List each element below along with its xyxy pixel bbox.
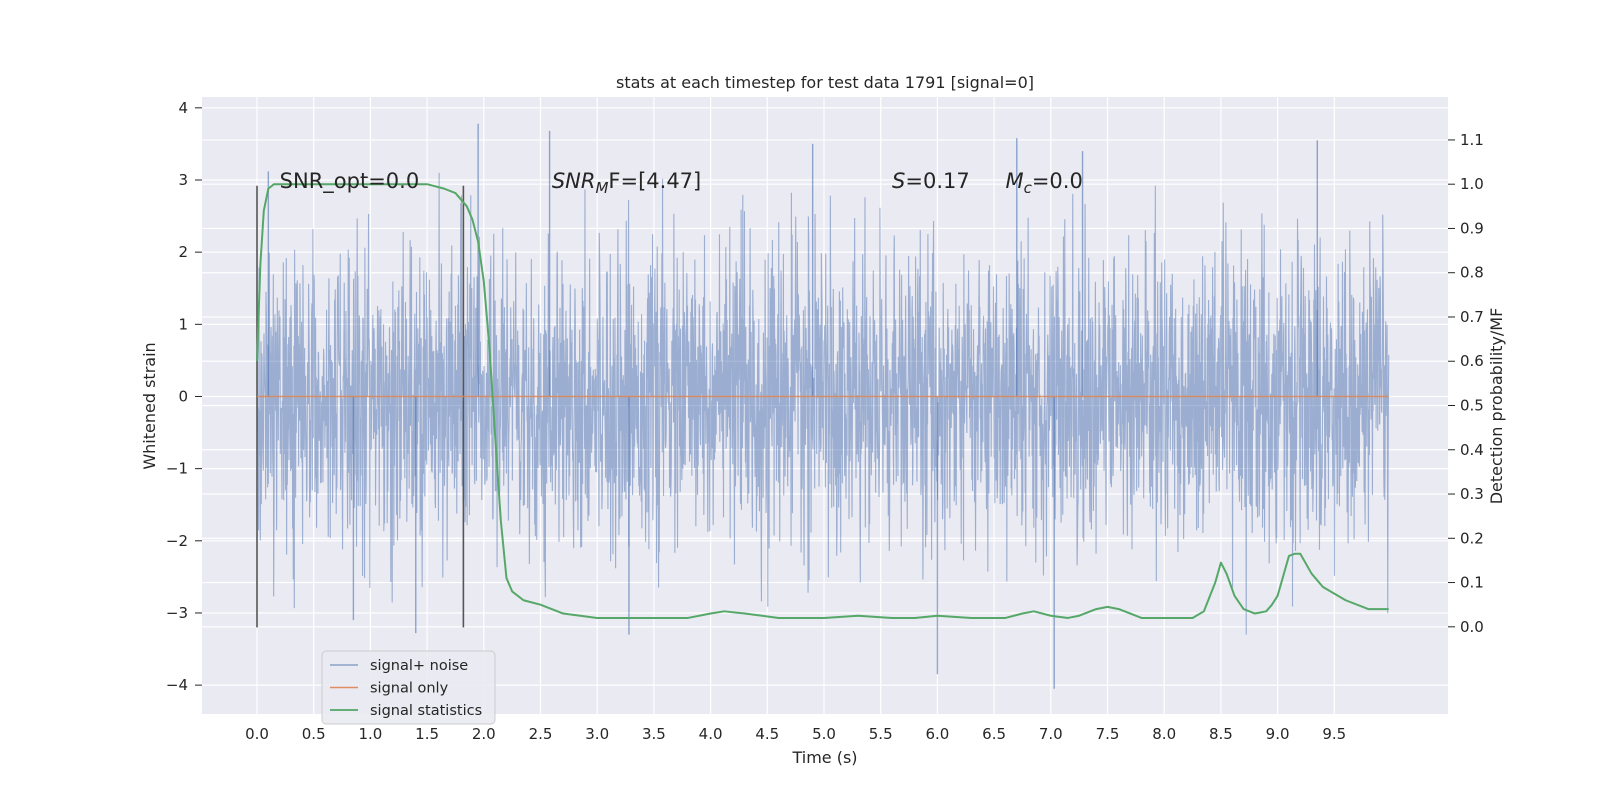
x-tick-label: 1.0: [358, 725, 382, 743]
vertical-markers: [256, 185, 465, 628]
y2-tick-label: 1.1: [1460, 131, 1484, 149]
x-tick-label: 0.0: [245, 725, 269, 743]
y2-tick-label: 0.6: [1460, 352, 1484, 370]
y-tick-label: 1: [178, 315, 188, 333]
x-tick-label: 9.0: [1266, 725, 1290, 743]
y-tick-label: 2: [178, 243, 188, 261]
y-tick-label: 0: [178, 387, 188, 405]
annotation: S=0.17: [892, 169, 970, 193]
y2-tick-label: 0.4: [1460, 441, 1484, 459]
y2-tick-label: 0.7: [1460, 308, 1484, 326]
x-tick-label: 5.0: [812, 725, 836, 743]
annotation: SNRMF=[4.47]: [552, 169, 701, 197]
y-axis-label: Whitened strain: [140, 342, 159, 469]
x-tick-label: 8.5: [1209, 725, 1233, 743]
y2-tick-label: 0.2: [1460, 529, 1484, 547]
x-tick-label: 4.0: [699, 725, 723, 743]
y2-tick-label: 0.0: [1460, 618, 1484, 636]
x-tick-label: 0.5: [302, 725, 326, 743]
y2-tick-label: 0.8: [1460, 264, 1484, 282]
y2-tick-label: 1.0: [1460, 175, 1484, 193]
y2-axis-label: Detection probability/MF: [1487, 308, 1506, 505]
y-tick-label: 4: [178, 99, 188, 117]
y2-tick-label: 0.3: [1460, 485, 1484, 503]
y2-tick-label: 0.9: [1460, 219, 1484, 237]
x-tick-label: 9.5: [1322, 725, 1346, 743]
x-tick-label: 4.5: [755, 725, 779, 743]
legend-box: [321, 650, 496, 725]
legend-label: signal only: [370, 681, 449, 697]
x-tick-label: 7.5: [1096, 725, 1120, 743]
annotation: Mc=0.0: [1005, 169, 1082, 197]
x-tick-label: 3.5: [642, 725, 666, 743]
y2-tick-label: 0.5: [1460, 397, 1484, 415]
x-axis-label: Time (s): [791, 748, 857, 767]
noise-trace: [256, 172, 1390, 635]
y2-tick-label: 0.1: [1460, 574, 1484, 592]
x-tick-label: 8.0: [1152, 725, 1176, 743]
axis-ticks: 0.0 0.5 1.0 1.5 2.0 2.5 3.0 3.5 4.0 4.5 5.0 5.5 6.0 6…: [166, 99, 1484, 743]
series-lines: [256, 183, 1389, 619]
legend-label: signal statistics: [370, 703, 482, 719]
annotation: SNR_opt=0.0: [280, 169, 420, 194]
legend: signal+ noise signal only signal statistic…: [321, 650, 496, 725]
y-tick-label: −2: [166, 532, 188, 550]
signal-statistics-line: [256, 183, 1389, 619]
series-signal-noise: [256, 123, 1390, 689]
x-tick-label: 6.5: [982, 725, 1006, 743]
x-tick-label: 5.5: [869, 725, 893, 743]
y-tick-label: −4: [166, 676, 188, 694]
x-tick-label: 7.0: [1039, 725, 1063, 743]
y-tick-label: −3: [166, 604, 188, 622]
x-tick-label: 3.0: [585, 725, 609, 743]
y-tick-label: −1: [166, 460, 188, 478]
x-tick-label: 2.5: [529, 725, 553, 743]
x-tick-label: 2.0: [472, 725, 496, 743]
x-tick-label: 1.5: [415, 725, 439, 743]
y-tick-label: 3: [178, 171, 188, 189]
legend-label: signal+ noise: [370, 658, 468, 674]
annotations: SNR_opt=0.0 SNRMF=[4.47] S=0.17 Mc=0.0: [280, 169, 1083, 197]
x-tick-label: 6.0: [925, 725, 949, 743]
chart-title: stats at each timestep for test data 179…: [616, 73, 1034, 92]
